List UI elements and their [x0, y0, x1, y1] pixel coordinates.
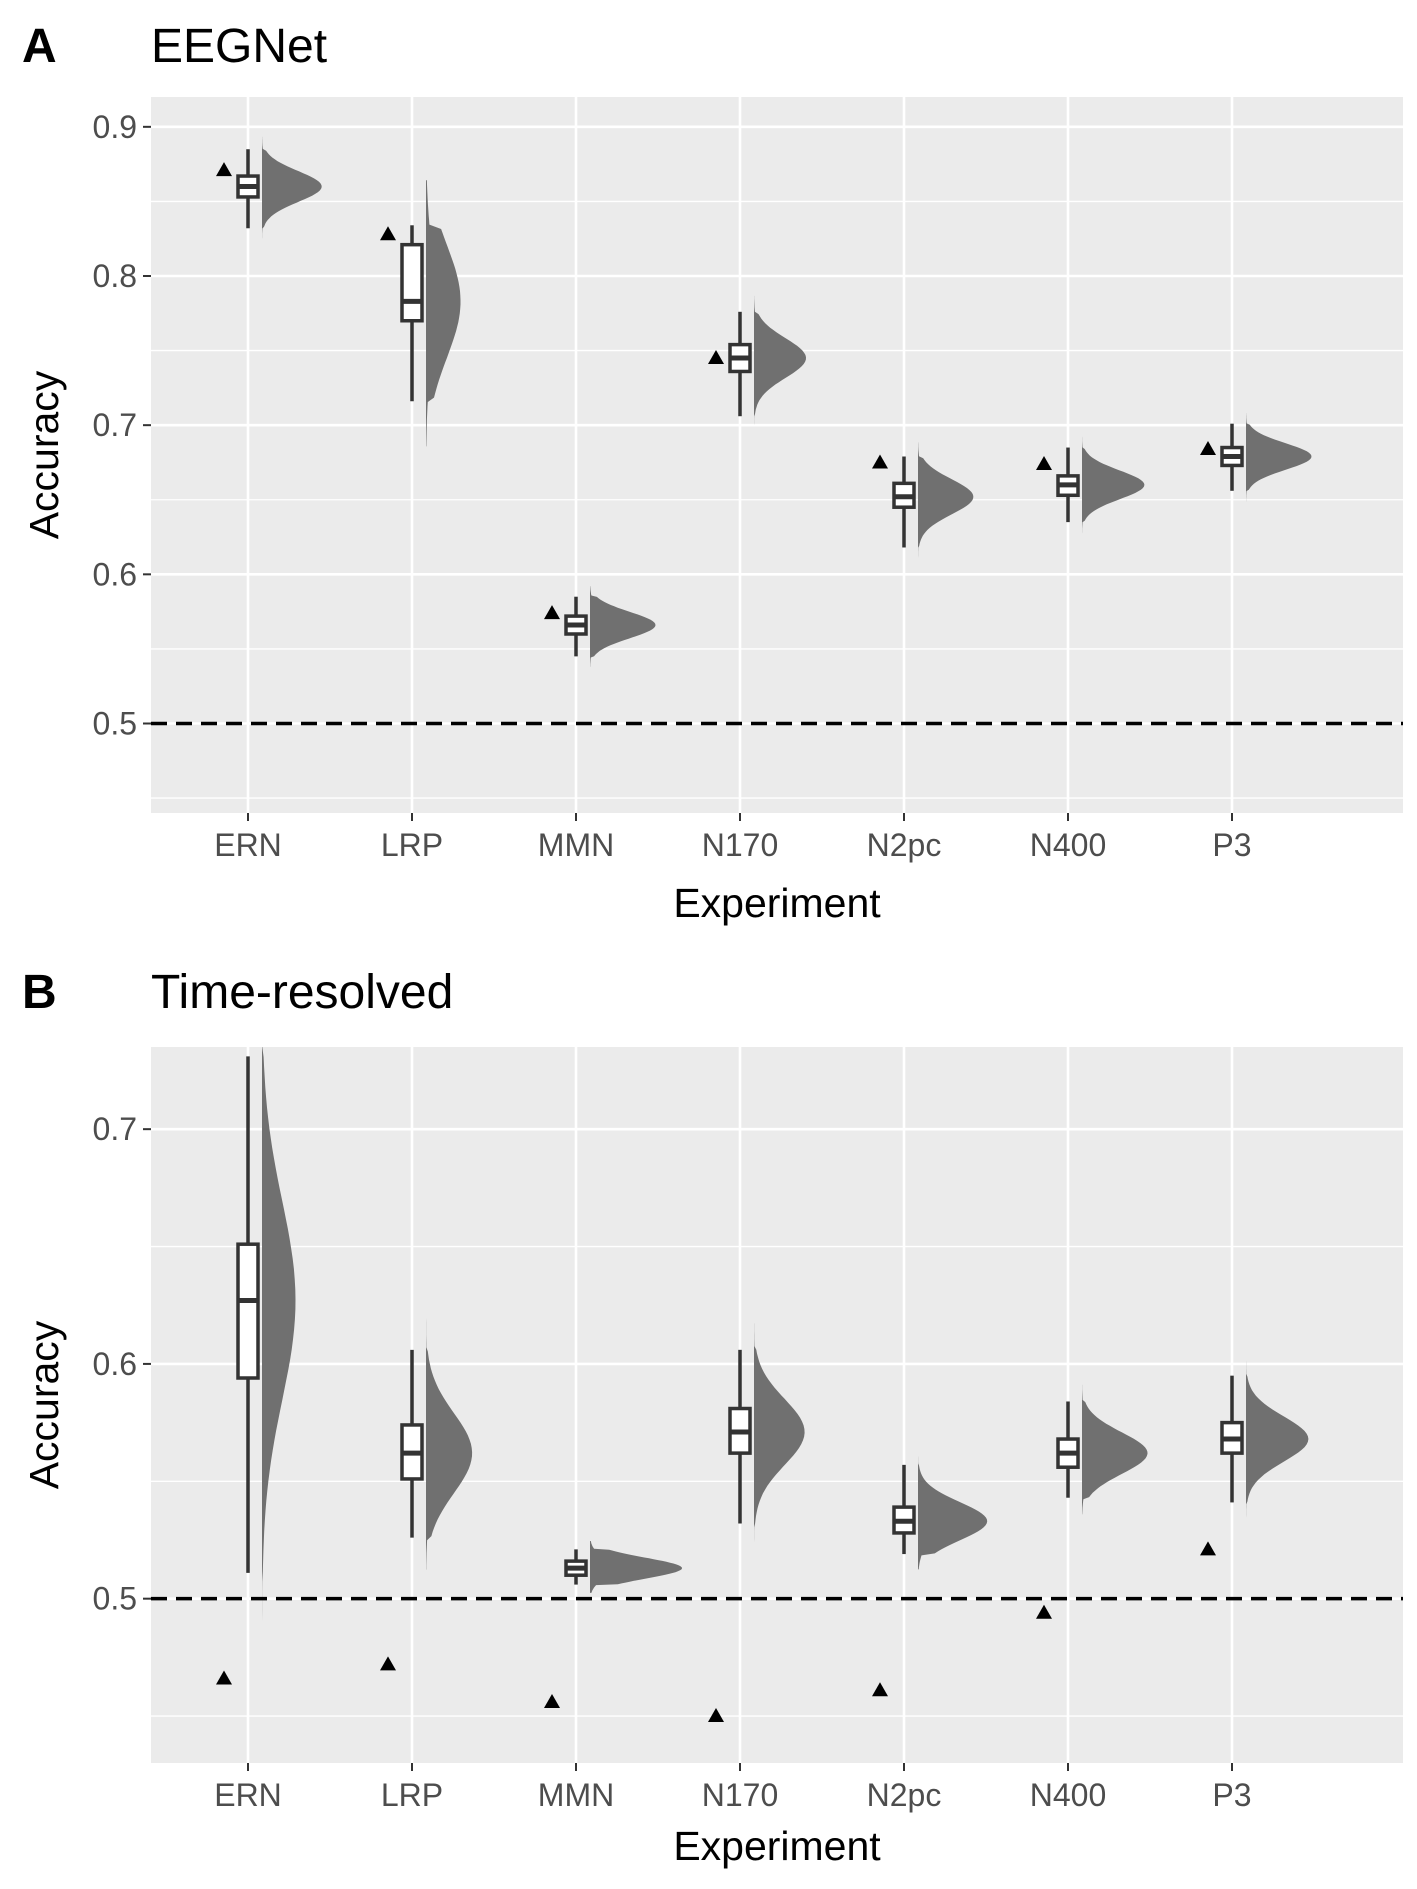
- x-tick-label-mmn: MMN: [538, 1777, 614, 1813]
- panel-a: A EEGNet 0.5 0.6 0.7 0.8 0.9 ERN LRP MMN N170 N2p…: [21, 20, 1403, 926]
- box-lrp: [400, 242, 424, 323]
- panel-a-marks: [151, 97, 1403, 813]
- panel-b-marks: [151, 1047, 1403, 1763]
- density-n2pc: [918, 442, 974, 562]
- panel-b-letter: B: [22, 966, 57, 1019]
- triangle-point-n170: [708, 350, 724, 365]
- panel-b-tick-labels: 0.5 0.6 0.7 ERN LRP MMN N170 N2pc N400 P3: [93, 1111, 1252, 1813]
- x-tick-label-n2pc: N2pc: [867, 1777, 942, 1813]
- x-tick-label-n170: N170: [702, 1777, 779, 1813]
- density-n170: [754, 295, 806, 433]
- panel-a-plot-background: [151, 97, 1403, 813]
- x-tick-label-p3: P3: [1212, 827, 1251, 863]
- density-p3: [1246, 1357, 1309, 1521]
- triangle-point-lrp: [380, 1656, 396, 1671]
- panel-a-x-axis-title: Experiment: [673, 880, 881, 926]
- triangle-point-n2pc: [872, 454, 888, 469]
- triangle-point-p3: [1200, 1541, 1216, 1556]
- triangle-point-n400: [1036, 1604, 1052, 1619]
- density-n400: [1082, 436, 1145, 534]
- x-tick-label-ern: ERN: [214, 827, 282, 863]
- triangle-point-n2pc: [872, 1682, 888, 1697]
- density-mmn: [590, 586, 656, 667]
- triangle-point-ern: [216, 1670, 232, 1685]
- x-tick-label-lrp: LRP: [381, 827, 443, 863]
- x-tick-label-n400: N400: [1030, 1777, 1107, 1813]
- density-n2pc: [918, 1449, 988, 1570]
- x-tick-label-lrp: LRP: [381, 1777, 443, 1813]
- y-tick-label: 0.9: [93, 109, 137, 145]
- triangle-point-mmn: [544, 1693, 560, 1708]
- y-tick-label: 0.7: [93, 1111, 137, 1147]
- x-tick-label-ern: ERN: [214, 1777, 282, 1813]
- density-n400: [1082, 1384, 1148, 1515]
- density-n170: [754, 1323, 805, 1550]
- x-tick-label-n170: N170: [702, 827, 779, 863]
- panel-a-y-axis-title: Accuracy: [21, 370, 67, 539]
- density-lrp: [426, 180, 461, 447]
- y-tick-label: 0.6: [93, 556, 137, 592]
- panel-a-title: EEGNet: [151, 20, 327, 73]
- triangle-point-n400: [1036, 455, 1052, 470]
- panel-b: B Time-resolved 0.5 0.6 0.7 ERN LRP MMN N170 N2…: [21, 966, 1403, 1869]
- triangle-point-ern: [216, 162, 232, 177]
- x-tick-label-n400: N400: [1030, 827, 1107, 863]
- density-mmn: [590, 1541, 682, 1593]
- triangle-point-p3: [1200, 441, 1216, 456]
- y-tick-label: 0.7: [93, 407, 137, 443]
- triangle-point-n170: [708, 1708, 724, 1723]
- panel-b-y-axis-title: Accuracy: [21, 1320, 67, 1489]
- density-p3: [1246, 413, 1312, 502]
- y-tick-label: 0.6: [93, 1346, 137, 1382]
- y-tick-label: 0.5: [93, 1581, 137, 1617]
- density-ern: [262, 1047, 296, 1653]
- x-tick-label-mmn: MMN: [538, 827, 614, 863]
- box-ern: [236, 1242, 260, 1380]
- density-ern: [262, 136, 322, 241]
- y-tick-label: 0.8: [93, 258, 137, 294]
- y-tick-label: 0.5: [93, 706, 137, 742]
- panel-a-letter: A: [22, 20, 57, 73]
- density-lrp: [426, 1317, 473, 1570]
- triangle-point-lrp: [380, 226, 396, 241]
- x-tick-label-n2pc: N2pc: [867, 827, 942, 863]
- panel-b-x-axis-title: Experiment: [673, 1823, 881, 1869]
- x-tick-label-p3: P3: [1212, 1777, 1251, 1813]
- triangle-point-mmn: [544, 605, 560, 620]
- panel-b-title: Time-resolved: [151, 966, 453, 1019]
- panel-a-tick-labels: 0.5 0.6 0.7 0.8 0.9 ERN LRP MMN N170 N2pc N400 P3: [93, 109, 1252, 863]
